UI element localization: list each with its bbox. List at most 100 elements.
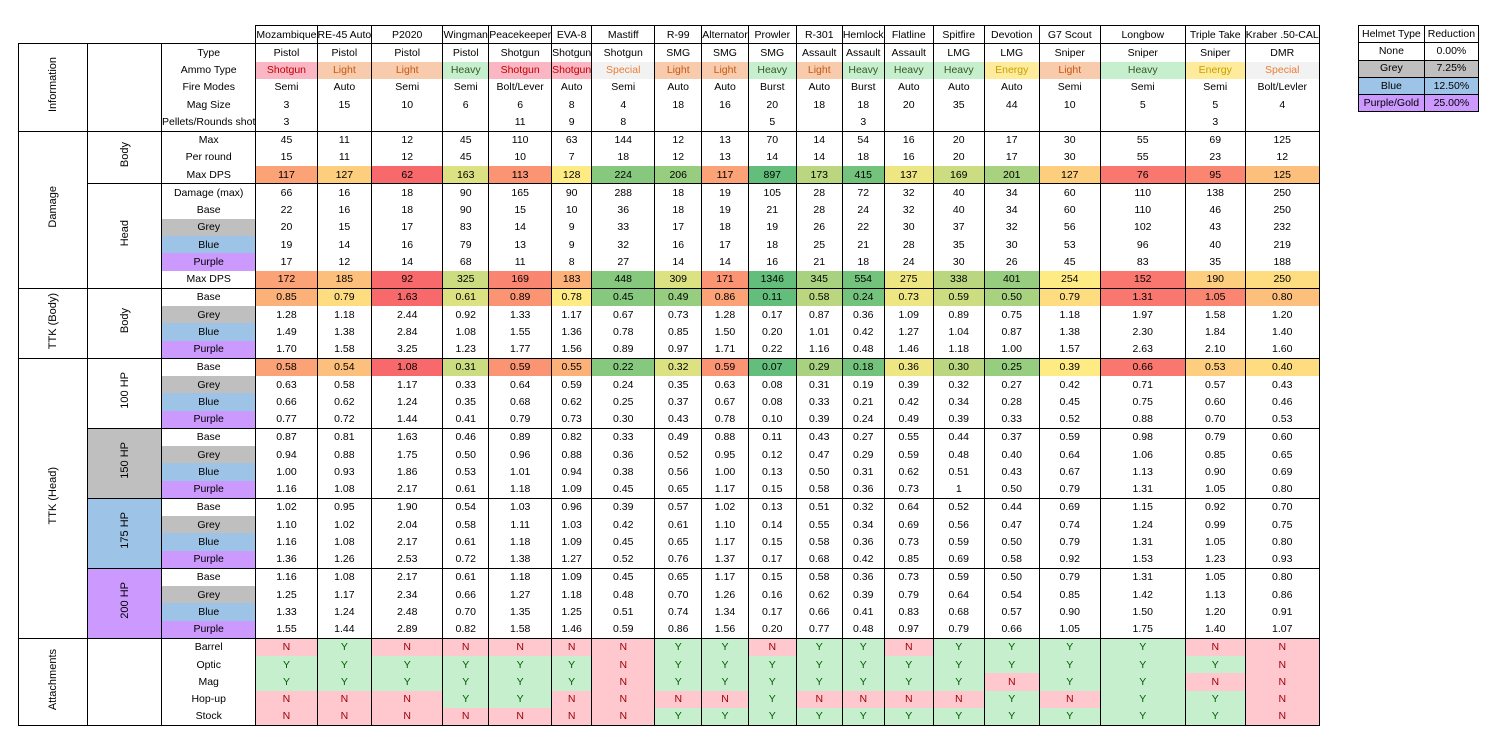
value-cell: 0.95 — [316, 497, 373, 516]
value-cell: 0.41 — [841, 603, 885, 621]
value-cell: N — [255, 637, 318, 656]
value-cell: 0.72 — [442, 550, 490, 569]
value-cell: 0.34 — [932, 393, 985, 411]
value-cell: 18 — [654, 201, 703, 219]
value-cell: Y — [795, 637, 843, 656]
value-cell: Y — [1184, 707, 1246, 726]
value-cell: 1.31 — [1099, 287, 1186, 306]
value-cell: 0.29 — [841, 446, 885, 464]
value-cell: 0.65 — [654, 567, 703, 586]
group-label: Head — [87, 183, 162, 289]
value-cell: 128 — [551, 166, 593, 184]
value-cell: 171 — [701, 270, 749, 289]
value-cell: 11 — [488, 113, 553, 132]
value-cell: Y — [654, 707, 703, 726]
value-cell: 20 — [883, 96, 934, 114]
value-cell: N — [1244, 690, 1320, 708]
value-cell: 55 — [1099, 130, 1186, 149]
value-cell: 165 — [488, 183, 553, 202]
value-cell: 0.33 — [795, 393, 843, 411]
value-cell: 24 — [883, 253, 934, 271]
value-cell: 8 — [551, 253, 593, 271]
value-cell: 79 — [442, 236, 490, 254]
data-row: Mag Size 3 15 10 6 6 8 4 18 16 20 18 18 20 35 44 10 5 5 4 — [19, 96, 1320, 114]
value-cell: Y — [747, 707, 797, 726]
value-cell: 1.34 — [701, 603, 749, 621]
value-cell: 0.58 — [983, 550, 1040, 569]
value-cell: SMG — [654, 43, 703, 62]
value-cell: Bolt/Lever — [488, 78, 553, 96]
value-cell: Y — [442, 656, 490, 674]
value-cell: 95 — [1184, 166, 1246, 184]
value-cell: 0.08 — [747, 393, 797, 411]
value-cell: 0.64 — [883, 497, 934, 516]
value-cell: Heavy — [1099, 61, 1186, 79]
value-cell: N — [442, 637, 490, 656]
value-cell: 1.26 — [316, 550, 373, 569]
value-cell: 1.17 — [701, 533, 749, 551]
value-cell: Heavy — [883, 61, 934, 79]
group-label — [87, 43, 162, 132]
value-cell: 232 — [1244, 218, 1320, 236]
value-cell: 1.36 — [255, 550, 318, 569]
value-cell: 0.36 — [841, 533, 885, 551]
value-cell: 219 — [1244, 236, 1320, 254]
value-cell: 18 — [841, 148, 885, 166]
value-cell: 2.17 — [371, 567, 444, 586]
data-row: Purple 1.70 1.58 3.25 1.23 1.77 1.56 0.89 0.97 1.… — [19, 340, 1320, 359]
value-cell: 0.46 — [442, 427, 490, 446]
weapon-name-wingman: Wingman — [442, 24, 490, 45]
value-cell: 2.44 — [371, 306, 444, 324]
value-cell: Y — [841, 656, 885, 674]
value-cell: 3 — [255, 96, 318, 114]
value-cell: Semi — [255, 78, 318, 96]
value-cell: 12 — [654, 130, 703, 149]
value-cell: 1.27 — [551, 550, 593, 569]
value-cell: 0.36 — [841, 306, 885, 324]
value-cell: N — [932, 690, 985, 708]
value-cell — [795, 113, 843, 132]
value-cell: 1.31 — [1099, 480, 1186, 499]
value-cell: 1.37 — [701, 550, 749, 569]
value-cell: 0.77 — [795, 620, 843, 639]
value-cell: 2.84 — [371, 323, 444, 341]
value-cell: 0.87 — [255, 427, 318, 446]
value-cell: 309 — [654, 270, 703, 289]
value-cell: 1.75 — [371, 446, 444, 464]
value-cell — [442, 113, 490, 132]
value-cell: Assault — [841, 43, 885, 62]
value-cell: 0.65 — [654, 480, 703, 499]
value-cell: 0.33 — [442, 376, 490, 394]
value-cell: Y — [747, 656, 797, 674]
value-cell: Burst — [841, 78, 885, 96]
value-cell: 183 — [551, 270, 593, 289]
value-cell: 201 — [983, 166, 1040, 184]
value-cell: 1.20 — [1244, 306, 1320, 324]
section-label: Information — [18, 43, 88, 132]
row-label: Max DPS — [161, 270, 257, 289]
value-cell: 1.08 — [442, 323, 490, 341]
value-cell: 0.52 — [654, 446, 703, 464]
value-cell: 37 — [932, 218, 985, 236]
value-cell: N — [983, 673, 1040, 691]
data-row: Grey 1.28 1.18 2.44 0.92 1.33 1.17 0.67 0.73 1.28… — [19, 306, 1320, 324]
value-cell: 1.33 — [255, 603, 318, 621]
value-cell: 19 — [747, 218, 797, 236]
value-cell: 0.43 — [1244, 376, 1320, 394]
value-cell: Y — [255, 656, 318, 674]
value-cell: 0.79 — [488, 410, 553, 429]
value-cell: 0.70 — [654, 586, 703, 604]
section-label: Damage — [18, 130, 88, 289]
value-cell: 0.48 — [591, 586, 656, 604]
data-row: Purple 17 12 14 68 11 8 27 14 14 16 21 18 24 30 26 45 83 3… — [19, 253, 1320, 271]
row-label: Per round — [161, 148, 257, 166]
value-cell: 0.61 — [442, 567, 490, 586]
value-cell: 1.18 — [1038, 306, 1101, 324]
value-cell: 43 — [1184, 218, 1246, 236]
value-cell: 0.90 — [1038, 603, 1101, 621]
value-cell: 0.32 — [841, 497, 885, 516]
value-cell: N — [371, 637, 444, 656]
value-cell: 0.86 — [1244, 586, 1320, 604]
value-cell: 76 — [1099, 166, 1186, 184]
value-cell: 138 — [1184, 183, 1246, 202]
